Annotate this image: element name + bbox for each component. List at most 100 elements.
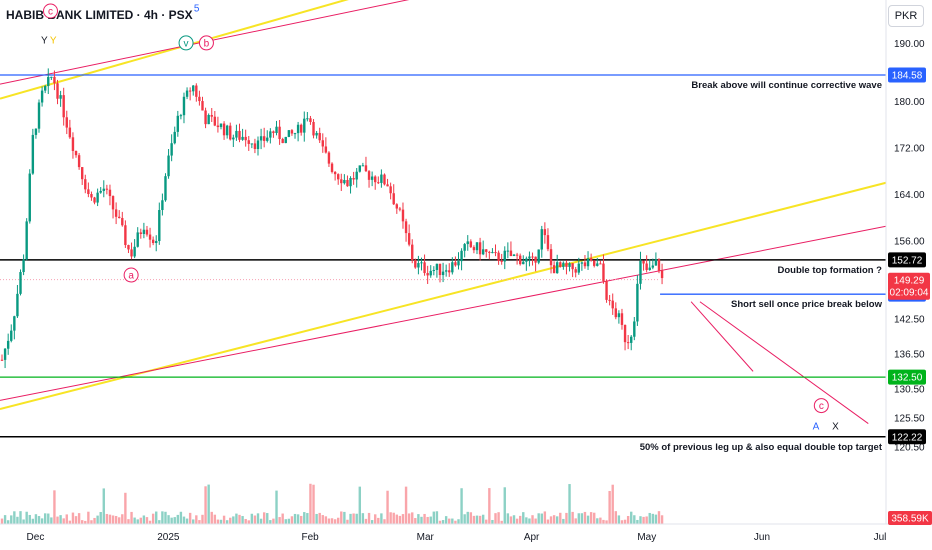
volume-bar: [90, 520, 93, 524]
candle-body: [429, 270, 432, 276]
candle-body: [432, 269, 436, 271]
candle-body: [330, 163, 334, 172]
volume-bar: [552, 515, 556, 524]
candle-body: [25, 221, 28, 260]
volume-bar: [651, 513, 655, 524]
candle-body: [626, 342, 630, 344]
candle-body: [333, 171, 337, 175]
volume-bar: [108, 514, 112, 524]
candle-body: [404, 221, 408, 234]
volume-bar: [404, 486, 408, 524]
price-axis[interactable]: 190.00 180.00 172.00 164.00 156.00 142.50 136.…: [885, 0, 925, 524]
volume-bar: [509, 516, 513, 524]
candle-body: [253, 143, 257, 149]
volume-bar: [466, 511, 469, 524]
time-axis[interactable]: Dec 2025 Feb Mar Apr May Jun Jul: [0, 523, 932, 543]
volume-bar: [176, 514, 180, 524]
volume-bar: [124, 492, 127, 524]
volume-bar: [407, 513, 411, 524]
candle-body: [543, 229, 547, 236]
volume-bar: [623, 519, 627, 524]
volume-bar: [318, 512, 321, 524]
candle-body: [222, 123, 226, 136]
time-tick-4: Apr: [524, 532, 540, 543]
wave-label-1: Y: [41, 36, 48, 47]
candle-body: [207, 114, 210, 125]
volume-bar: [43, 513, 47, 524]
candle-body: [56, 83, 59, 99]
candle-body: [577, 263, 580, 273]
volume-bar: [170, 517, 173, 524]
volume-bar: [96, 515, 99, 524]
candle-body: [118, 216, 121, 219]
volume-bar: [448, 518, 451, 524]
volume-bar: [614, 511, 618, 524]
volume-bar: [68, 520, 72, 524]
wave-circle-4: [178, 35, 194, 51]
volume-bar: [34, 514, 38, 524]
candle-body: [444, 270, 448, 272]
price-tags: 184.58152.72146.80132.50122.22149.2902:0…: [888, 67, 932, 525]
price-tick-4: 156.00: [894, 236, 925, 247]
candle-body: [568, 263, 571, 267]
volume-bar: [352, 513, 355, 524]
candle-body: [377, 182, 380, 184]
candle-body: [244, 136, 247, 141]
volume-bar: [111, 515, 115, 524]
candle-body: [500, 260, 503, 262]
candle-body: [170, 143, 173, 156]
volume-bar: [161, 511, 164, 524]
volume-bar: [500, 520, 503, 524]
price-tick-3: 164.00: [894, 190, 925, 201]
volume-bar: [565, 512, 568, 524]
projection-line-1: [690, 301, 754, 372]
volume-bar: [37, 516, 41, 524]
volume-bars: [0, 483, 664, 524]
candle-body: [247, 140, 250, 144]
candle-body: [90, 194, 93, 198]
volume-bar: [272, 518, 275, 524]
volume-bar: [105, 513, 109, 524]
volume-bar: [528, 518, 531, 524]
volume-bar: [361, 513, 365, 524]
candle-body: [74, 150, 78, 156]
time-tick-1: 2025: [157, 532, 180, 543]
candle-body: [448, 270, 451, 273]
candle-body: [460, 250, 463, 262]
candle-body: [22, 259, 25, 273]
volume-bar: [102, 488, 105, 524]
volume-bar: [142, 515, 146, 524]
candle-body: [309, 118, 312, 122]
level-tag-4: 122.22: [892, 432, 923, 443]
volume-bar: [148, 520, 152, 524]
candle-body: [593, 260, 596, 266]
volume-bar: [460, 488, 463, 524]
volume-bar: [259, 518, 263, 524]
candle-body: [574, 269, 577, 273]
volume-bar: [6, 520, 10, 524]
candle-body: [531, 256, 534, 258]
volume-bar: [93, 517, 96, 524]
volume-bar: [540, 513, 543, 524]
volume-bar: [278, 517, 281, 524]
volume-bar: [287, 518, 291, 524]
candle-body: [3, 348, 7, 360]
volume-bar: [195, 515, 198, 524]
volume-bar: [269, 520, 272, 524]
volume-bar: [660, 515, 664, 524]
candle-body: [559, 262, 562, 268]
volume-bar: [571, 511, 574, 524]
volume-bar: [602, 519, 605, 524]
currency-selector[interactable]: PKR: [888, 5, 924, 27]
volume-bar: [383, 519, 386, 524]
candle-body: [506, 250, 510, 252]
candle-body: [571, 263, 574, 270]
volume-bar: [179, 511, 183, 524]
candle-body: [105, 188, 109, 190]
volume-bar: [219, 519, 223, 524]
volume-bar: [327, 518, 331, 524]
candle-body: [367, 171, 371, 180]
volume-bar: [80, 520, 84, 524]
volume-bar: [472, 515, 476, 524]
